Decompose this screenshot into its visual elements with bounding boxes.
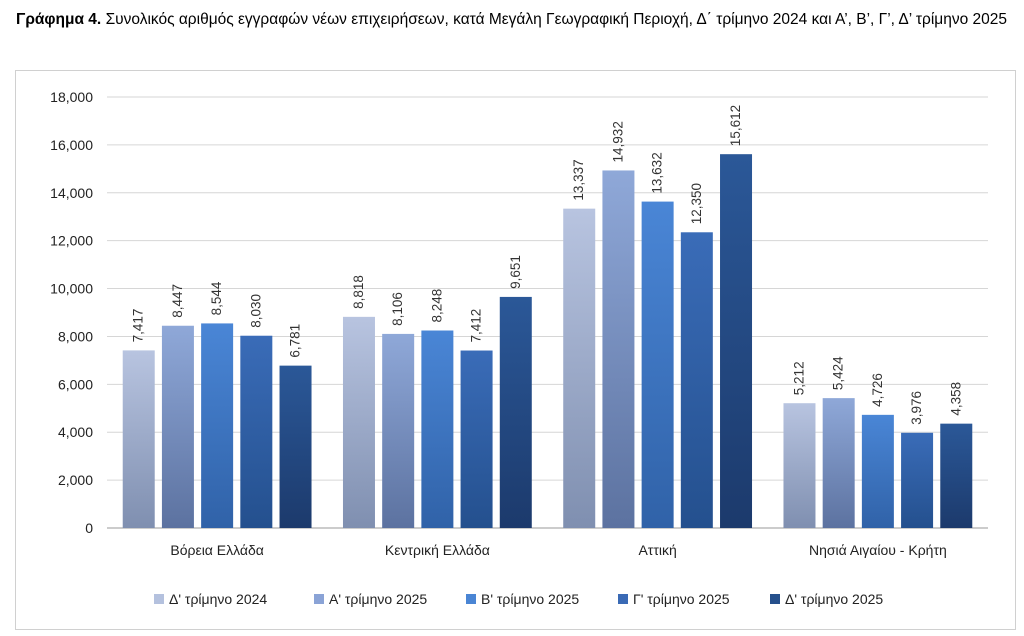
legend-swatch	[770, 594, 780, 604]
y-tick-label: 18,000	[50, 89, 93, 105]
y-tick-label: 8,000	[58, 328, 93, 344]
legend-swatch	[314, 594, 324, 604]
data-label: 8,447	[170, 284, 185, 318]
legend-label: Δ' τρίμηνο 2024	[169, 591, 267, 607]
y-tick-label: 4,000	[58, 424, 93, 440]
data-label: 13,337	[571, 159, 586, 200]
bar	[641, 201, 674, 528]
bar	[901, 432, 934, 528]
data-label: 8,544	[209, 281, 224, 315]
bar	[940, 423, 973, 528]
legend-label: Δ' τρίμηνο 2025	[785, 591, 883, 607]
caption-text: Συνολικός αριθμός εγγραφών νέων επιχειρή…	[105, 11, 1008, 28]
data-label: 8,106	[390, 292, 405, 326]
chart-frame	[15, 70, 1016, 630]
legend-label: Β' τρίμηνο 2025	[481, 591, 579, 607]
data-label: 15,612	[728, 105, 743, 146]
bar	[201, 323, 234, 528]
chart-caption: Γράφημα 4. Συνολικός αριθμός εγγραφών νέ…	[16, 9, 1016, 31]
data-label: 4,358	[948, 382, 963, 416]
y-tick-label: 10,000	[50, 281, 93, 297]
bar	[602, 170, 635, 529]
legend-swatch	[466, 594, 476, 604]
data-label: 6,781	[288, 324, 303, 358]
legend-swatch	[154, 594, 164, 604]
bar	[240, 335, 273, 528]
y-tick-label: 14,000	[50, 185, 93, 201]
x-tick-label: Κεντρική Ελλάδα	[385, 542, 490, 558]
legend-label: Γ' τρίμηνο 2025	[633, 591, 730, 607]
bar	[279, 365, 312, 528]
data-label: 8,248	[429, 289, 444, 323]
data-label: 5,424	[831, 356, 846, 390]
data-label: 13,632	[650, 152, 665, 193]
bar	[499, 296, 532, 528]
bar	[342, 316, 375, 528]
y-tick-label: 12,000	[50, 233, 93, 249]
legend-layer: Δ' τρίμηνο 2024 Α' τρίμηνο 2025 Β' τρίμηνο…	[154, 591, 883, 607]
y-tick-label: 6,000	[58, 376, 93, 392]
data-label: 9,651	[508, 255, 523, 289]
bar	[720, 154, 753, 529]
axis-layer: 0 2,000 4,000 6,000 8,000 10,000 12,000 14,000 1…	[50, 89, 947, 558]
data-label: 12,350	[689, 183, 704, 224]
bar	[122, 350, 155, 528]
bar	[460, 350, 493, 528]
x-tick-label: Νησιά Αιγαίου - Κρήτη	[809, 542, 947, 558]
bar	[161, 325, 194, 528]
x-tick-label: Βόρεια Ελλάδα	[170, 542, 264, 558]
caption-label: Γράφημα 4.	[16, 11, 102, 28]
legend-swatch	[618, 594, 628, 604]
bar-layer	[122, 154, 973, 529]
bar	[421, 330, 454, 528]
y-tick-label: 2,000	[58, 472, 93, 488]
grid-layer	[107, 96, 988, 529]
data-label: 3,976	[909, 391, 924, 425]
bar	[382, 333, 415, 528]
bar	[680, 232, 713, 528]
y-tick-label: 16,000	[50, 137, 93, 153]
y-tick-label: 0	[85, 520, 93, 536]
data-label: 7,417	[131, 309, 146, 343]
data-label: 8,030	[248, 294, 263, 328]
data-label: 5,212	[791, 361, 806, 395]
data-label: 8,818	[351, 275, 366, 309]
data-label: 4,726	[870, 373, 885, 407]
label-layer: 7,417 8,447 8,544 8,030 6,781 8,818 8,106 8,248…	[131, 105, 964, 425]
bar	[563, 208, 596, 528]
data-label: 14,932	[610, 121, 625, 162]
x-tick-label: Αττική	[638, 542, 676, 558]
legend-label: Α' τρίμηνο 2025	[329, 591, 427, 607]
bar	[861, 414, 894, 528]
bar	[783, 403, 816, 528]
data-label: 7,412	[469, 309, 484, 343]
bar	[822, 398, 855, 528]
